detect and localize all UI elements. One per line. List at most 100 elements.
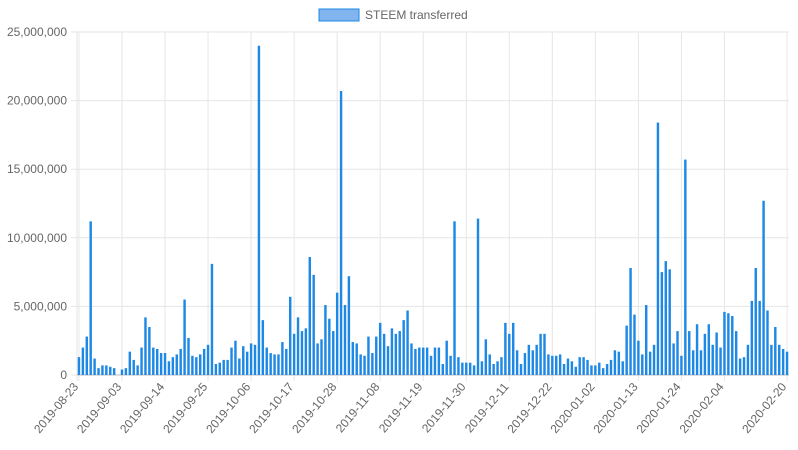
bar[interactable] <box>328 318 331 375</box>
bar[interactable] <box>578 357 581 375</box>
bar[interactable] <box>339 91 343 375</box>
bar[interactable] <box>766 310 769 375</box>
bar[interactable] <box>547 354 550 375</box>
bar[interactable] <box>242 346 245 375</box>
bar[interactable] <box>441 364 444 375</box>
bar[interactable] <box>472 365 476 375</box>
bar[interactable] <box>265 347 268 375</box>
bar[interactable] <box>202 348 206 375</box>
bar[interactable] <box>199 354 202 375</box>
bar[interactable] <box>300 331 304 375</box>
bar[interactable] <box>378 322 382 375</box>
bar[interactable] <box>269 353 272 375</box>
bar[interactable] <box>781 348 785 375</box>
bar[interactable] <box>515 350 519 375</box>
bar[interactable] <box>433 347 437 375</box>
bar[interactable] <box>112 368 116 375</box>
bar[interactable] <box>320 339 323 375</box>
bar[interactable] <box>727 313 730 375</box>
bar[interactable] <box>105 365 108 375</box>
bar[interactable] <box>296 317 300 375</box>
bar[interactable] <box>562 364 566 375</box>
bar[interactable] <box>601 368 605 375</box>
bar[interactable] <box>159 353 163 375</box>
bar[interactable] <box>230 347 233 375</box>
bar[interactable] <box>582 357 585 375</box>
bar[interactable] <box>85 336 88 375</box>
bar[interactable] <box>680 355 683 375</box>
bar[interactable] <box>656 122 660 375</box>
bar[interactable] <box>386 346 390 375</box>
bar[interactable] <box>535 344 538 375</box>
bar[interactable] <box>504 322 507 375</box>
bar[interactable] <box>414 348 417 375</box>
bar[interactable] <box>347 276 351 375</box>
bar[interactable] <box>367 336 370 375</box>
bar[interactable] <box>226 359 229 375</box>
bar[interactable] <box>637 340 640 375</box>
bar[interactable] <box>175 354 178 375</box>
bar[interactable] <box>332 331 335 375</box>
bar[interactable] <box>206 344 210 375</box>
bar[interactable] <box>778 344 781 375</box>
bar[interactable] <box>746 344 750 375</box>
bar[interactable] <box>488 354 491 375</box>
bar[interactable] <box>625 325 628 375</box>
bar[interactable] <box>695 324 699 375</box>
bar[interactable] <box>285 348 288 375</box>
bar[interactable] <box>652 344 656 375</box>
bar[interactable] <box>723 311 726 375</box>
bar[interactable] <box>238 358 241 375</box>
bar[interactable] <box>163 353 167 375</box>
bar[interactable] <box>555 355 558 375</box>
bar[interactable] <box>101 365 104 375</box>
bar[interactable] <box>97 368 100 375</box>
bar[interactable] <box>222 359 225 375</box>
bar[interactable] <box>132 359 135 375</box>
bar[interactable] <box>77 357 81 375</box>
bar[interactable] <box>261 320 265 375</box>
bar[interactable] <box>371 353 374 375</box>
bar[interactable] <box>465 362 468 375</box>
bar[interactable] <box>496 361 499 375</box>
bar[interactable] <box>277 354 280 375</box>
bar[interactable] <box>523 353 527 375</box>
bar[interactable] <box>187 337 190 375</box>
bar[interactable] <box>558 354 562 375</box>
bar[interactable] <box>621 361 624 375</box>
bar[interactable] <box>758 300 761 375</box>
bar[interactable] <box>703 333 707 375</box>
bar[interactable] <box>754 267 757 375</box>
bar[interactable] <box>179 348 182 375</box>
bar[interactable] <box>382 333 386 375</box>
bar[interactable] <box>598 362 601 375</box>
bar[interactable] <box>691 350 695 375</box>
bar[interactable] <box>410 343 413 375</box>
bar[interactable] <box>292 333 296 375</box>
bar[interactable] <box>531 350 534 375</box>
bar[interactable] <box>109 366 112 375</box>
bar[interactable] <box>195 357 198 375</box>
bar[interactable] <box>445 340 448 375</box>
bar[interactable] <box>742 357 746 375</box>
bar[interactable] <box>613 350 617 375</box>
bar[interactable] <box>335 292 339 375</box>
bar[interactable] <box>539 333 542 375</box>
bar[interactable] <box>668 269 671 375</box>
bar[interactable] <box>570 361 574 375</box>
bar[interactable] <box>355 343 358 375</box>
bar[interactable] <box>449 355 452 375</box>
bar[interactable] <box>672 343 675 375</box>
bar[interactable] <box>660 272 664 375</box>
bar[interactable] <box>762 200 765 375</box>
bar[interactable] <box>351 342 355 375</box>
bar[interactable] <box>519 364 523 375</box>
bar[interactable] <box>289 296 292 375</box>
bar[interactable] <box>715 332 718 375</box>
bar[interactable] <box>738 358 742 375</box>
bar[interactable] <box>731 316 734 375</box>
bar[interactable] <box>402 320 405 375</box>
bar[interactable] <box>183 299 186 375</box>
bar[interactable] <box>605 364 609 375</box>
bar[interactable] <box>774 326 777 375</box>
